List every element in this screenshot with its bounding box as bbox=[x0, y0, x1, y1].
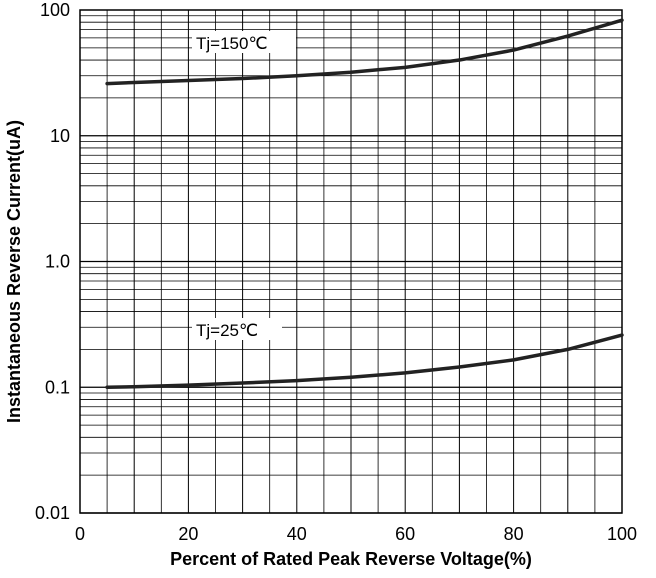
y-tick-label: 0.01 bbox=[35, 503, 70, 523]
data-curves bbox=[105, 18, 624, 389]
x-axis-title: Percent of Rated Peak Reverse Voltage(%) bbox=[170, 549, 532, 569]
y-tick-label: 10 bbox=[50, 126, 70, 146]
x-tick-label: 40 bbox=[287, 524, 307, 544]
curve-labels: Tj=150℃ Tj=25℃ bbox=[192, 31, 296, 340]
x-tick-labels: 0 20 40 60 80 100 bbox=[75, 524, 637, 544]
x-tick-label: 100 bbox=[607, 524, 637, 544]
curve-line-0 bbox=[105, 18, 624, 86]
x-tick-label: 0 bbox=[75, 524, 85, 544]
x-tick-label: 80 bbox=[504, 524, 524, 544]
plot-frame bbox=[79, 9, 623, 514]
y-tick-labels: 0.01 0.1 1.0 10 100 bbox=[35, 0, 70, 523]
curve-line-1 bbox=[105, 333, 624, 389]
curve-label-0: Tj=150℃ bbox=[196, 34, 268, 53]
y-axis-title: Instantaneous Reverse Current(uA) bbox=[4, 120, 24, 423]
y-tick-label: 100 bbox=[40, 0, 70, 20]
y-tick-label: 0.1 bbox=[45, 377, 70, 397]
x-tick-label: 60 bbox=[395, 524, 415, 544]
x-tick-label: 20 bbox=[178, 524, 198, 544]
y-tick-label: 1.0 bbox=[45, 252, 70, 272]
curve-label-bg-0 bbox=[192, 31, 296, 53]
curve-label-bg-1 bbox=[192, 318, 282, 340]
curve-label-1: Tj=25℃ bbox=[196, 321, 258, 340]
